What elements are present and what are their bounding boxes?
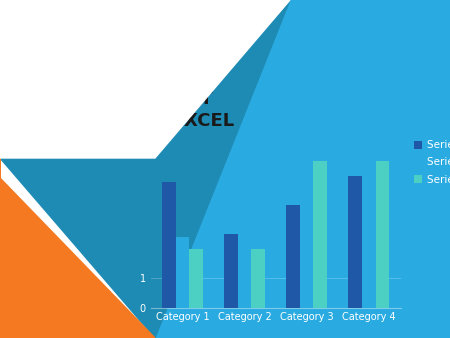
- Bar: [189, 249, 203, 308]
- Bar: [238, 179, 252, 308]
- Bar: [286, 205, 300, 308]
- Polygon shape: [155, 0, 450, 338]
- Polygon shape: [0, 0, 290, 338]
- Bar: [300, 255, 314, 308]
- Bar: [252, 249, 265, 308]
- Text: CREATING A CHART
IN MICROSOFT EXCEL: CREATING A CHART IN MICROSOFT EXCEL: [18, 90, 234, 129]
- Bar: [375, 161, 389, 308]
- Polygon shape: [0, 0, 155, 338]
- Bar: [162, 182, 176, 308]
- Bar: [314, 161, 327, 308]
- Text: LECTURE -9: LECTURE -9: [18, 53, 108, 67]
- Polygon shape: [0, 0, 290, 158]
- Bar: [348, 176, 362, 308]
- Bar: [176, 237, 189, 308]
- Bar: [224, 234, 238, 308]
- Bar: [362, 225, 375, 308]
- Legend: Series 1, Series 2, Series 3: Series 1, Series 2, Series 3: [411, 137, 450, 188]
